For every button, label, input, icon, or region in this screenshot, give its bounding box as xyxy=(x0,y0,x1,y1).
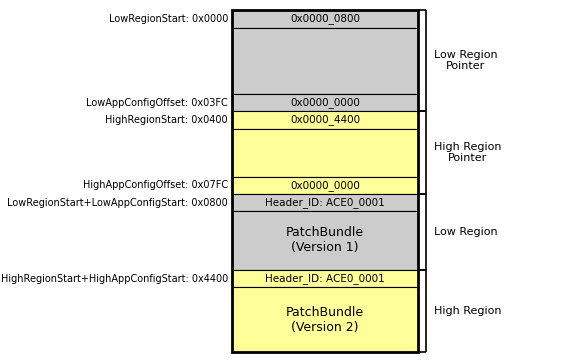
Text: Header_ID: ACE0_0001: Header_ID: ACE0_0001 xyxy=(265,273,385,284)
Text: HighRegionStart+HighAppConfigStart: 0x4400: HighRegionStart+HighAppConfigStart: 0x44… xyxy=(1,274,228,283)
Text: LowAppConfigOffset: 0x03FC: LowAppConfigOffset: 0x03FC xyxy=(86,97,228,108)
Text: High Region: High Region xyxy=(434,306,501,316)
Bar xyxy=(232,28,418,94)
Text: HighAppConfigOffset: 0x07FC: HighAppConfigOffset: 0x07FC xyxy=(83,181,228,190)
Bar xyxy=(232,111,418,129)
Bar xyxy=(232,94,418,111)
Text: Low Region
Pointer: Low Region Pointer xyxy=(434,50,497,71)
Text: LowRegionStart: 0x0000: LowRegionStart: 0x0000 xyxy=(109,14,228,24)
Text: HighRegionStart: 0x0400: HighRegionStart: 0x0400 xyxy=(105,115,228,125)
Text: 0x0000_0800: 0x0000_0800 xyxy=(290,13,360,25)
Bar xyxy=(232,10,418,352)
Text: Low Region: Low Region xyxy=(434,227,497,237)
Bar xyxy=(232,270,418,287)
Text: 0x0000_0000: 0x0000_0000 xyxy=(290,97,360,108)
Text: 0x0000_0000: 0x0000_0000 xyxy=(290,180,360,191)
Text: High Region
Pointer: High Region Pointer xyxy=(434,142,501,163)
Bar xyxy=(232,287,418,352)
Text: 0x0000_4400: 0x0000_4400 xyxy=(290,114,360,126)
Text: PatchBundle
(Version 2): PatchBundle (Version 2) xyxy=(286,306,364,333)
Text: LowRegionStart+LowAppConfigStart: 0x0800: LowRegionStart+LowAppConfigStart: 0x0800 xyxy=(7,198,228,207)
Bar xyxy=(232,211,418,270)
Bar xyxy=(232,177,418,194)
Text: Header_ID: ACE0_0001: Header_ID: ACE0_0001 xyxy=(265,197,385,208)
Bar xyxy=(232,10,418,28)
Text: PatchBundle
(Version 1): PatchBundle (Version 1) xyxy=(286,227,364,254)
Bar xyxy=(232,129,418,177)
Bar xyxy=(232,194,418,211)
